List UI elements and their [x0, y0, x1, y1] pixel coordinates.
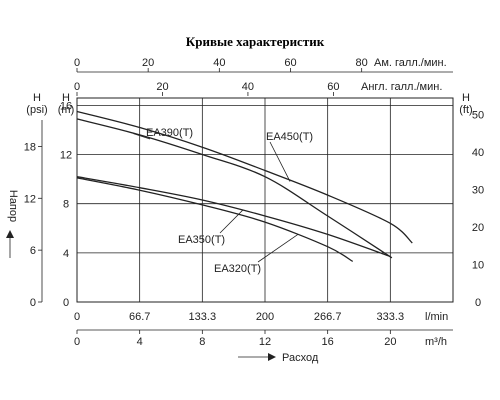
- leader-ea350-t: [219, 209, 244, 234]
- top-axis-us-unit: Ам. галл./мин.: [374, 57, 447, 69]
- leader-ea320-t: [257, 234, 299, 263]
- curve-ea350-t: [76, 176, 391, 258]
- label-ea450-t: EA450(T): [266, 131, 313, 143]
- top-axis-imp-unit: Англ. галл./мин.: [361, 81, 442, 93]
- bottom-axis-m3h-tick-label: 0: [74, 336, 80, 348]
- top-axis-us-tick-label: 20: [142, 57, 154, 69]
- left-axis-psi-unit: (psi): [26, 104, 47, 116]
- bottom-axis-lpm-tick-label: 266.7: [314, 311, 342, 323]
- left-axis-m-tick-label: 12: [60, 150, 72, 162]
- bottom-axis-lpm-tick-label: 133.3: [189, 311, 217, 323]
- label-ea350-t: EA350(T): [178, 234, 225, 246]
- right-axis-ft-tick-label: 40: [472, 147, 484, 159]
- top-axis-imp-tick-label: 20: [156, 81, 168, 93]
- leader-ea450-t: [269, 141, 291, 182]
- left-axis-m-unit: (m): [58, 104, 75, 116]
- right-axis-ft-tick-label: 50: [472, 110, 484, 122]
- left-axis-m-tick-label: 16: [60, 100, 72, 112]
- top-axis-us-tick-label: 60: [284, 57, 296, 69]
- curve-ea390-t: [76, 118, 393, 259]
- label-ea320-t: EA320(T): [214, 263, 261, 275]
- left-axis-psi-tick-label: 6: [30, 245, 36, 257]
- left-axis-psi-tick-label: 0: [30, 297, 36, 309]
- series-labels: EA390(T) EA450(T) EA350(T) EA320(T): [133, 127, 313, 275]
- right-axis-ft-tick-label: 20: [472, 222, 484, 234]
- left-axis-m-unit-h: H: [62, 92, 70, 104]
- bottom-axis-lpm-tick-label: 200: [256, 311, 274, 323]
- x-axis-label: Расход: [282, 352, 319, 364]
- axes: 0 20 40 60 80 Ам. галл./мин.0 20 40 60 Англ. галл…: [6, 57, 484, 364]
- bottom-axis-m3h-unit: m³/h: [425, 336, 447, 348]
- left-axis-psi-unit-h: H: [33, 92, 41, 104]
- top-axis-imp-tick-label: 40: [242, 81, 254, 93]
- y-axis-label: Напор: [7, 190, 19, 222]
- left-axis-m-tick-label: 8: [63, 199, 69, 211]
- top-axis-us-tick-label: 80: [356, 57, 368, 69]
- right-axis-ft-tick-label: 0: [475, 297, 481, 309]
- left-axis-m-tick-label: 0: [63, 297, 69, 309]
- head-arrow-head: [6, 230, 14, 238]
- flow-arrow-head: [268, 353, 276, 361]
- bottom-axis-m3h-tick-label: 4: [137, 336, 143, 348]
- curve-ea320-t: [76, 177, 354, 262]
- left-axis-psi-tick-label: 18: [24, 141, 36, 153]
- top-axis-imp-tick-label: 0: [74, 81, 80, 93]
- label-ea390-t: EA390(T): [146, 127, 193, 139]
- plot-frame: [76, 97, 454, 303]
- top-axis-us-tick-label: 0: [74, 57, 80, 69]
- bottom-axis-lpm-tick-label: 66.7: [129, 311, 150, 323]
- right-axis-ft-tick-label: 10: [472, 260, 484, 272]
- bottom-axis-lpm-tick-label: 0: [74, 311, 80, 323]
- leader-ea390-t: [133, 133, 151, 140]
- left-axis-psi-tick-label: 12: [24, 193, 36, 205]
- right-axis-ft-tick-label: 30: [472, 185, 484, 197]
- top-axis-us-tick-label: 40: [213, 57, 225, 69]
- right-axis-ft-unit-h: H: [462, 92, 470, 104]
- right-axis-ft-unit: (ft): [459, 104, 472, 116]
- bottom-axis-m3h-tick-label: 16: [322, 336, 334, 348]
- curves: [76, 110, 413, 262]
- chart-title: Кривые характеристик: [186, 34, 325, 49]
- left-axis-m-tick-label: 4: [63, 248, 69, 260]
- bottom-axis-m3h-tick-label: 20: [384, 336, 396, 348]
- bottom-axis-lpm-unit: l/min: [425, 311, 448, 323]
- bottom-axis-lpm-tick-label: 333.3: [377, 311, 405, 323]
- top-axis-imp-tick-label: 60: [327, 81, 339, 93]
- curve-ea450-t: [76, 110, 413, 244]
- grid-lines: [77, 98, 453, 302]
- bottom-axis-m3h-tick-label: 12: [259, 336, 271, 348]
- bottom-axis-m3h-tick-label: 8: [199, 336, 205, 348]
